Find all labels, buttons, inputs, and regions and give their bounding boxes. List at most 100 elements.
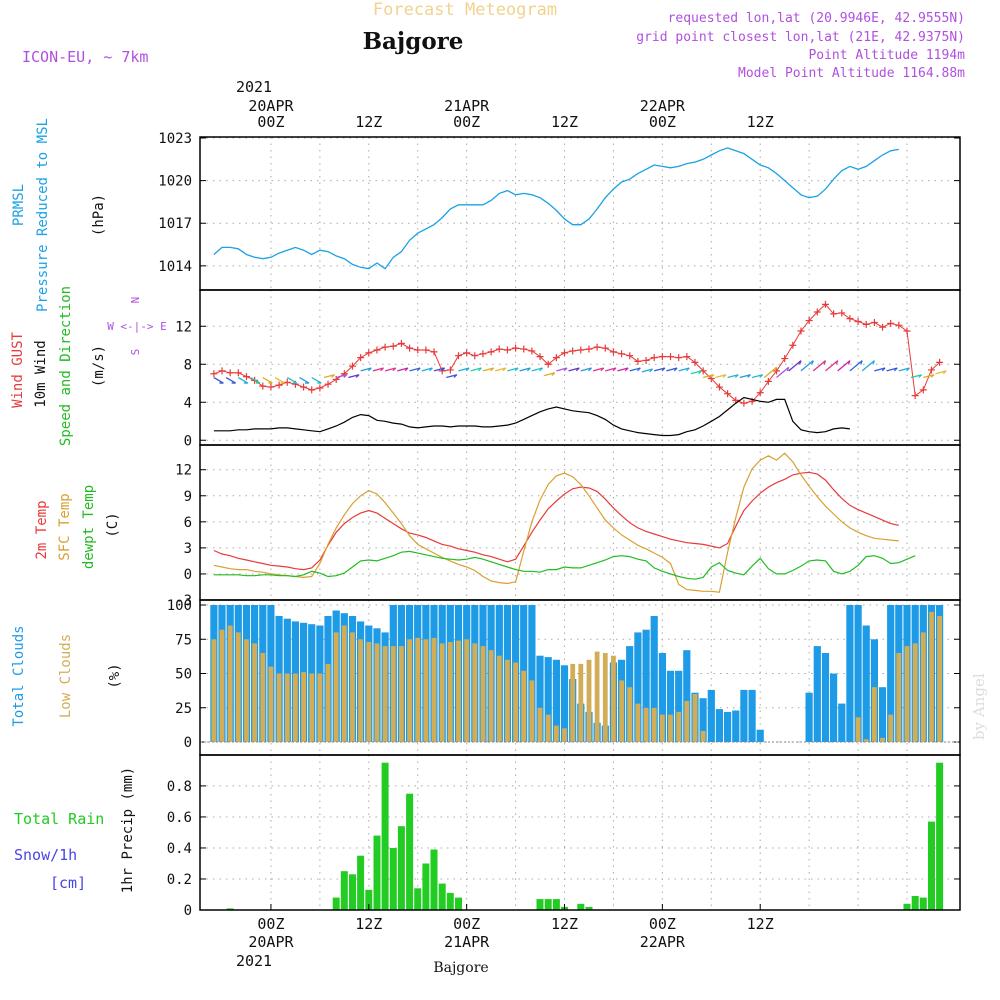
gust-marker — [667, 353, 675, 361]
total-cloud-bar — [724, 711, 732, 742]
total-cloud-bar — [887, 605, 895, 742]
wind-arrow-head — [429, 367, 433, 372]
low-cloud-bar — [920, 632, 926, 742]
wind-arrow-head — [930, 374, 935, 378]
wind-arrow-head — [502, 367, 507, 372]
wind-line — [213, 396, 850, 437]
wind-arrow-head — [673, 367, 678, 372]
low-cloud-bar — [635, 703, 641, 742]
bottom-year: 2021 — [236, 952, 272, 970]
low-cloud-bar — [904, 646, 910, 742]
low-cloud-bar — [423, 639, 429, 743]
wind-arrow — [800, 360, 814, 372]
wind-arrow-head — [942, 370, 947, 375]
bottom-time-label: 12Z — [355, 915, 382, 933]
wind-arrow — [715, 374, 727, 379]
low-cloud-bar — [684, 700, 690, 742]
total-cloud-bar — [846, 605, 854, 742]
gust-marker — [340, 370, 348, 378]
total-cloud-bar — [707, 689, 715, 742]
rain-bar — [389, 848, 397, 910]
gust-marker — [618, 350, 626, 358]
wind-arrow-head — [710, 374, 715, 378]
gust-marker — [357, 354, 365, 362]
low-cloud-bar — [651, 707, 657, 743]
gust-marker — [813, 308, 821, 316]
low-cloud-bar — [211, 639, 217, 743]
gust-marker — [324, 380, 332, 388]
wind-arrow-head — [835, 360, 839, 365]
low-cloud-bar — [872, 687, 877, 742]
wind-arrow — [923, 374, 935, 379]
low-cloud-bar — [366, 642, 372, 742]
wind-arrow — [495, 367, 506, 372]
wind-label: 10m Wind — [33, 340, 49, 407]
total-cloud-bar — [634, 632, 642, 742]
model-altitude: Model Point Altitude 1164.88m — [738, 66, 965, 81]
wind-arrow-head — [637, 367, 641, 372]
low-cloud-bar — [692, 694, 698, 742]
wind-arrow-head — [514, 367, 519, 372]
wind-arrow-head — [786, 367, 790, 372]
top-time-label: 12Z — [355, 113, 382, 131]
compass-we: W <-|-> E — [107, 320, 167, 333]
wind-arrow — [336, 374, 347, 379]
gust-marker — [797, 327, 805, 335]
wind-arrow — [433, 367, 445, 372]
bottom-time-label: 21APR — [444, 933, 490, 951]
rain-bar — [552, 899, 560, 910]
wind-arrow — [727, 374, 739, 379]
wind-arrow-head — [380, 367, 384, 372]
low-cloud-bar — [301, 672, 306, 742]
gust-marker — [691, 358, 699, 366]
gust-marker — [895, 321, 903, 329]
gust-marker — [626, 352, 634, 360]
rain-bar — [438, 883, 446, 910]
rain-bar — [340, 871, 348, 910]
wind-arrow — [605, 367, 617, 372]
wind-arrow-head — [823, 360, 827, 365]
panel-bg — [200, 755, 960, 910]
gust-marker — [683, 353, 691, 361]
low-cloud-bar — [586, 659, 592, 742]
total-cloud-bar — [699, 698, 707, 742]
wind-arrow — [837, 360, 851, 372]
low-cloud-bar — [472, 643, 478, 742]
low-cloud-bar — [268, 666, 274, 742]
total-cloud-bar — [813, 646, 821, 742]
gust-marker — [561, 349, 569, 357]
station-title: Bajgore — [363, 28, 464, 55]
low-cloud-bar — [855, 717, 861, 742]
wind-arrow — [238, 376, 249, 384]
low-cloud-bar — [863, 739, 869, 742]
clouds-unit: (%) — [107, 663, 123, 688]
bottom-time-label: 00Z — [257, 915, 284, 933]
gust-marker — [365, 349, 373, 357]
rain-bar — [357, 855, 365, 910]
gust-marker — [854, 318, 862, 325]
gust-marker — [650, 354, 658, 362]
gust-marker — [577, 346, 585, 354]
total-cloud-bar — [740, 689, 748, 742]
wind-arrow-head — [355, 374, 360, 378]
wind-arrow — [617, 367, 629, 372]
wind-arrow — [397, 367, 409, 372]
low-cloud-bar — [317, 673, 323, 742]
gust-marker — [879, 323, 887, 331]
low-cloud-bar — [888, 714, 894, 742]
low-cloud-bar — [529, 680, 535, 742]
total-cloud-bar — [715, 709, 723, 742]
wind-arrow-head — [575, 367, 580, 372]
y-tick-label: 0 — [184, 433, 192, 449]
wind-arrow-head — [774, 367, 778, 372]
wind-arrow-head — [343, 374, 348, 378]
rain-bar — [928, 821, 935, 910]
top-time-label: 00Z — [257, 113, 284, 131]
temp-2m-label: 2m Temp — [34, 500, 50, 559]
top-time-label: 12Z — [551, 113, 578, 131]
pressure-unit: (hPa) — [91, 194, 107, 236]
gust-marker — [463, 349, 471, 357]
y-tick-label: 0.8 — [167, 779, 192, 795]
wind-arrow-head — [612, 367, 617, 372]
y-tick-label: 0 — [184, 567, 192, 583]
